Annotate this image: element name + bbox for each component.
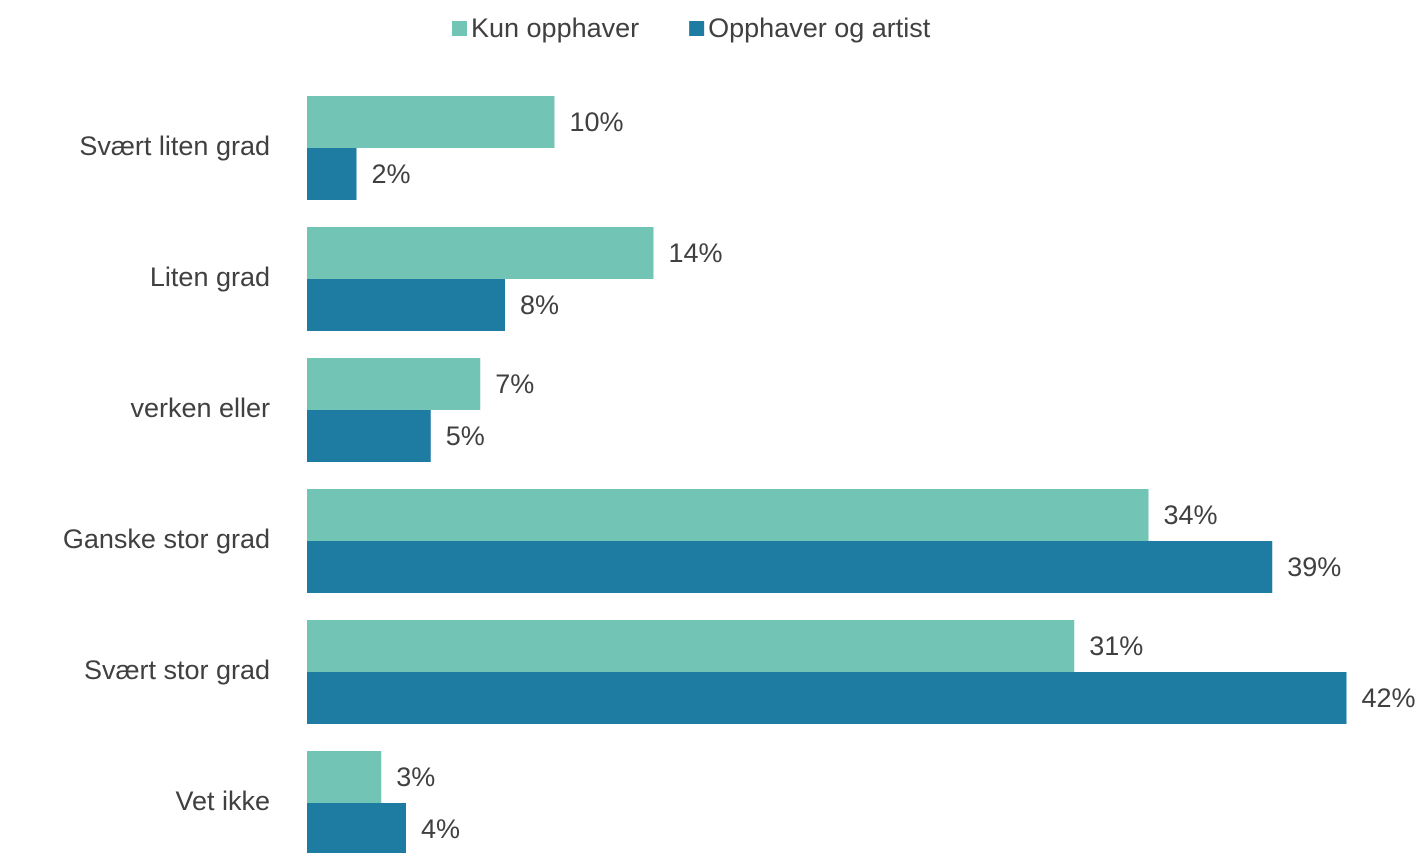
bar <box>307 148 357 200</box>
legend-label: Opphaver og artist <box>708 13 931 43</box>
bar <box>307 96 555 148</box>
value-label: 3% <box>396 762 435 792</box>
value-label: 10% <box>570 107 624 137</box>
bar <box>307 227 654 279</box>
bar <box>307 489 1149 541</box>
value-label: 14% <box>669 238 723 268</box>
value-label: 31% <box>1089 631 1143 661</box>
category-label: verken eller <box>130 393 270 423</box>
bar <box>307 751 382 803</box>
value-label: 7% <box>495 369 534 399</box>
value-label: 39% <box>1287 552 1341 582</box>
category-label: Vet ikke <box>175 786 270 816</box>
value-label: 2% <box>372 159 411 189</box>
value-label: 42% <box>1362 683 1416 713</box>
category-label: Svært liten grad <box>79 131 270 161</box>
bar <box>307 541 1273 593</box>
value-label: 8% <box>520 290 559 320</box>
bar <box>307 672 1347 724</box>
value-label: 4% <box>421 814 460 844</box>
category-label: Liten grad <box>150 262 270 292</box>
value-label: 34% <box>1164 500 1218 530</box>
bar <box>307 803 406 853</box>
bar <box>307 279 505 331</box>
legend-swatch <box>689 21 705 36</box>
bar <box>307 410 431 462</box>
legend-label: Kun opphaver <box>471 13 639 43</box>
bar <box>307 358 481 410</box>
value-label: 5% <box>446 421 485 451</box>
bar <box>307 620 1075 672</box>
category-label: Ganske stor grad <box>63 524 270 554</box>
legend-swatch <box>452 21 467 36</box>
category-label: Svært stor grad <box>84 655 270 685</box>
